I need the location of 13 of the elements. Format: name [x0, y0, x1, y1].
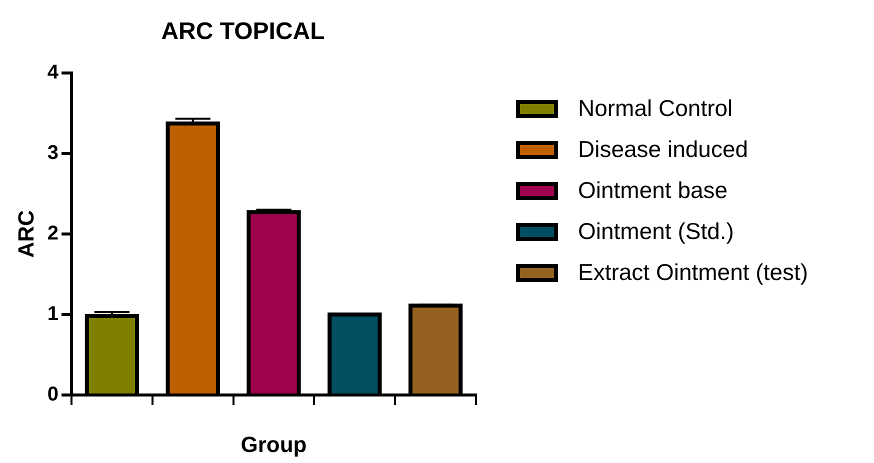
y-tick-label: 4 — [47, 61, 60, 84]
y-tick-label: 2 — [47, 222, 59, 244]
legend-label: Ointment base — [578, 177, 728, 204]
y-tick-label: 0 — [47, 384, 59, 406]
y-tick-label: 1 — [47, 302, 59, 325]
chart-title: ARC TOPICAL — [161, 18, 325, 46]
y-axis-title: ARC — [13, 210, 38, 258]
x-axis-title: Group — [240, 432, 307, 457]
legend-label: Normal Control — [578, 95, 733, 122]
legend-label: Ointment (Std.) — [578, 218, 734, 245]
legend-label: Disease induced — [578, 136, 748, 163]
legend-label: Extract Ointment (test) — [578, 259, 808, 286]
y-tick-label: 3 — [47, 142, 59, 164]
